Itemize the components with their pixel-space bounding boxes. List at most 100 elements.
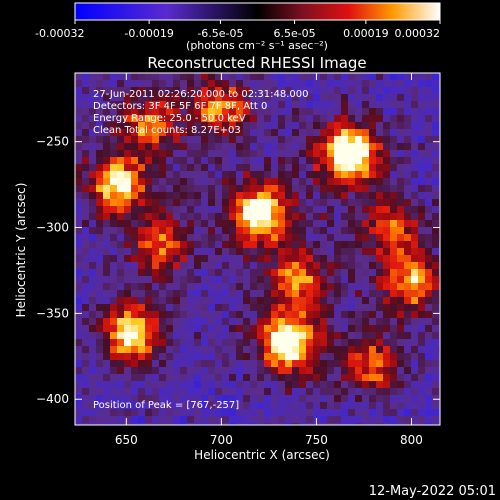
- heatmap-cell: [173, 297, 181, 305]
- heatmap-cell: [257, 290, 265, 298]
- heatmap-cell: [376, 304, 384, 312]
- heatmap-cell: [411, 241, 419, 249]
- heatmap-cell: [376, 227, 384, 235]
- heatmap-cell: [418, 262, 426, 270]
- heatmap-cell: [229, 381, 237, 389]
- heatmap-cell: [124, 395, 132, 403]
- heatmap-cell: [299, 185, 307, 193]
- heatmap-cell: [159, 178, 167, 186]
- heatmap-cell: [131, 157, 139, 165]
- heatmap-cell: [425, 367, 433, 375]
- heatmap-cell: [229, 101, 237, 109]
- heatmap-cell: [215, 269, 223, 277]
- heatmap-cell: [187, 164, 195, 172]
- heatmap-cell: [215, 360, 223, 368]
- heatmap-cell: [334, 353, 342, 361]
- heatmap-cell: [418, 395, 426, 403]
- heatmap-cell: [383, 136, 391, 144]
- heatmap-cell: [152, 171, 160, 179]
- heatmap-cell: [327, 115, 335, 123]
- heatmap-cell: [299, 339, 307, 347]
- heatmap-cell: [229, 136, 237, 144]
- heatmap-cell: [117, 206, 125, 214]
- heatmap-cell: [208, 73, 216, 81]
- heatmap-cell: [236, 276, 244, 284]
- heatmap-cell: [152, 178, 160, 186]
- heatmap-cell: [82, 381, 90, 389]
- heatmap-cell: [348, 192, 356, 200]
- heatmap-cell: [117, 395, 125, 403]
- heatmap-cell: [229, 192, 237, 200]
- heatmap-cell: [411, 136, 419, 144]
- heatmap-cell: [355, 346, 363, 354]
- heatmap-cell: [152, 234, 160, 242]
- heatmap-cell: [208, 304, 216, 312]
- heatmap-cell: [334, 332, 342, 340]
- heatmap-cell: [166, 185, 174, 193]
- heatmap-cell: [390, 115, 398, 123]
- heatmap-cell: [397, 402, 405, 410]
- heatmap-cell: [257, 164, 265, 172]
- heatmap-cell: [404, 73, 412, 81]
- heatmap-cell: [82, 248, 90, 256]
- heatmap-cell: [250, 150, 258, 158]
- heatmap-cell: [397, 122, 405, 130]
- heatmap-cell: [327, 297, 335, 305]
- heatmap-cell: [124, 136, 132, 144]
- heatmap-cell: [82, 353, 90, 361]
- annotation-detectors: Detectors: 3F 4F 5F 6F 7F 8F, Att 0: [93, 101, 267, 112]
- heatmap-cell: [292, 311, 300, 319]
- heatmap-cell: [89, 192, 97, 200]
- heatmap-cell: [236, 199, 244, 207]
- heatmap-cell: [397, 423, 405, 425]
- y-axis-label: Heliocentric Y (arcsec): [14, 183, 28, 318]
- heatmap-cell: [313, 171, 321, 179]
- heatmap-cell: [257, 101, 265, 109]
- heatmap-cell: [215, 150, 223, 158]
- heatmap-cell: [75, 325, 83, 333]
- heatmap-cell: [152, 339, 160, 347]
- heatmap-cell: [278, 325, 286, 333]
- heatmap-cell: [159, 255, 167, 263]
- heatmap-cell: [138, 150, 146, 158]
- heatmap-cell: [117, 290, 125, 298]
- heatmap-cell: [390, 227, 398, 235]
- heatmap-cell: [334, 423, 342, 425]
- heatmap-cell: [201, 143, 209, 151]
- heatmap-cell: [418, 94, 426, 102]
- heatmap-cell: [159, 381, 167, 389]
- heatmap-cell: [159, 129, 167, 137]
- heatmap-cell: [278, 339, 286, 347]
- heatmap-cell: [320, 381, 328, 389]
- heatmap-cell: [327, 108, 335, 116]
- heatmap-cell: [75, 318, 83, 326]
- heatmap-cell: [222, 164, 230, 172]
- heatmap-cell: [257, 276, 265, 284]
- heatmap-cell: [117, 367, 125, 375]
- heatmap-cell: [236, 325, 244, 333]
- heatmap-cell: [397, 304, 405, 312]
- heatmap-cell: [320, 234, 328, 242]
- heatmap-cell: [201, 276, 209, 284]
- heatmap-cell: [159, 80, 167, 88]
- heatmap-cell: [145, 199, 153, 207]
- heatmap-cell: [82, 115, 90, 123]
- heatmap-cell: [229, 423, 237, 425]
- heatmap-cell: [96, 171, 104, 179]
- heatmap-cell: [138, 143, 146, 151]
- heatmap-cell: [334, 311, 342, 319]
- heatmap-cell: [173, 143, 181, 151]
- heatmap-cell: [250, 339, 258, 347]
- heatmap-cell: [243, 402, 251, 410]
- heatmap-cell: [285, 269, 293, 277]
- heatmap-cell: [208, 199, 216, 207]
- heatmap-cell: [145, 227, 153, 235]
- heatmap-cell: [292, 346, 300, 354]
- heatmap-cell: [215, 402, 223, 410]
- heatmap-cell: [404, 164, 412, 172]
- heatmap-cell: [369, 290, 377, 298]
- heatmap-cell: [117, 374, 125, 382]
- heatmap-cell: [236, 360, 244, 368]
- heatmap-cell: [89, 213, 97, 221]
- heatmap-cell: [159, 290, 167, 298]
